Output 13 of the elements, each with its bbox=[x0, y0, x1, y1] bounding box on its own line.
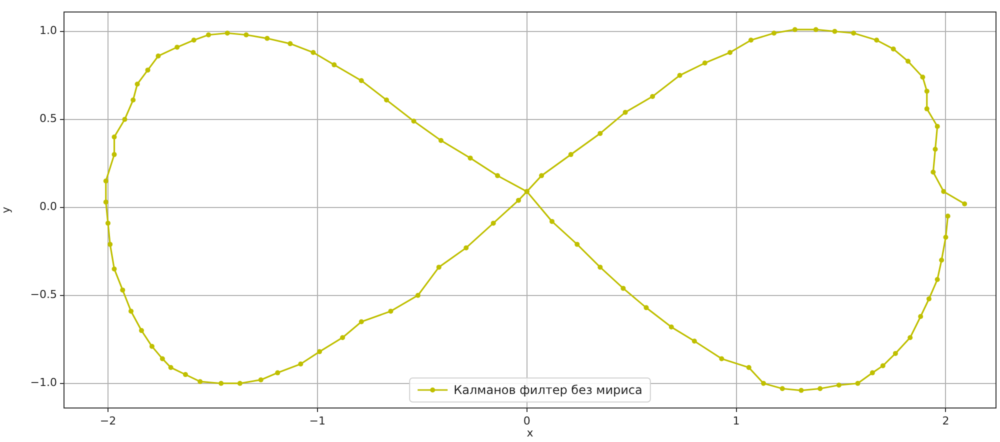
x-tick-label: 1 bbox=[732, 414, 740, 428]
y-tick-label: 1.0 bbox=[40, 24, 57, 38]
y-axis-title: y bbox=[0, 206, 12, 214]
y-tick-label: 0.0 bbox=[40, 200, 57, 214]
x-tick-label: 2 bbox=[942, 414, 950, 428]
x-tick-label: 0 bbox=[523, 414, 530, 428]
y-tick-label: 0.5 bbox=[40, 112, 57, 126]
legend-label: Калманов филтер без мириса bbox=[454, 383, 642, 398]
x-axis-title: x bbox=[526, 426, 534, 440]
y-tick-label: −0.5 bbox=[30, 288, 57, 302]
y-tick-label: −1.0 bbox=[30, 376, 57, 390]
x-tick-label: −1 bbox=[309, 414, 326, 428]
x-tick-label: −2 bbox=[100, 414, 116, 428]
